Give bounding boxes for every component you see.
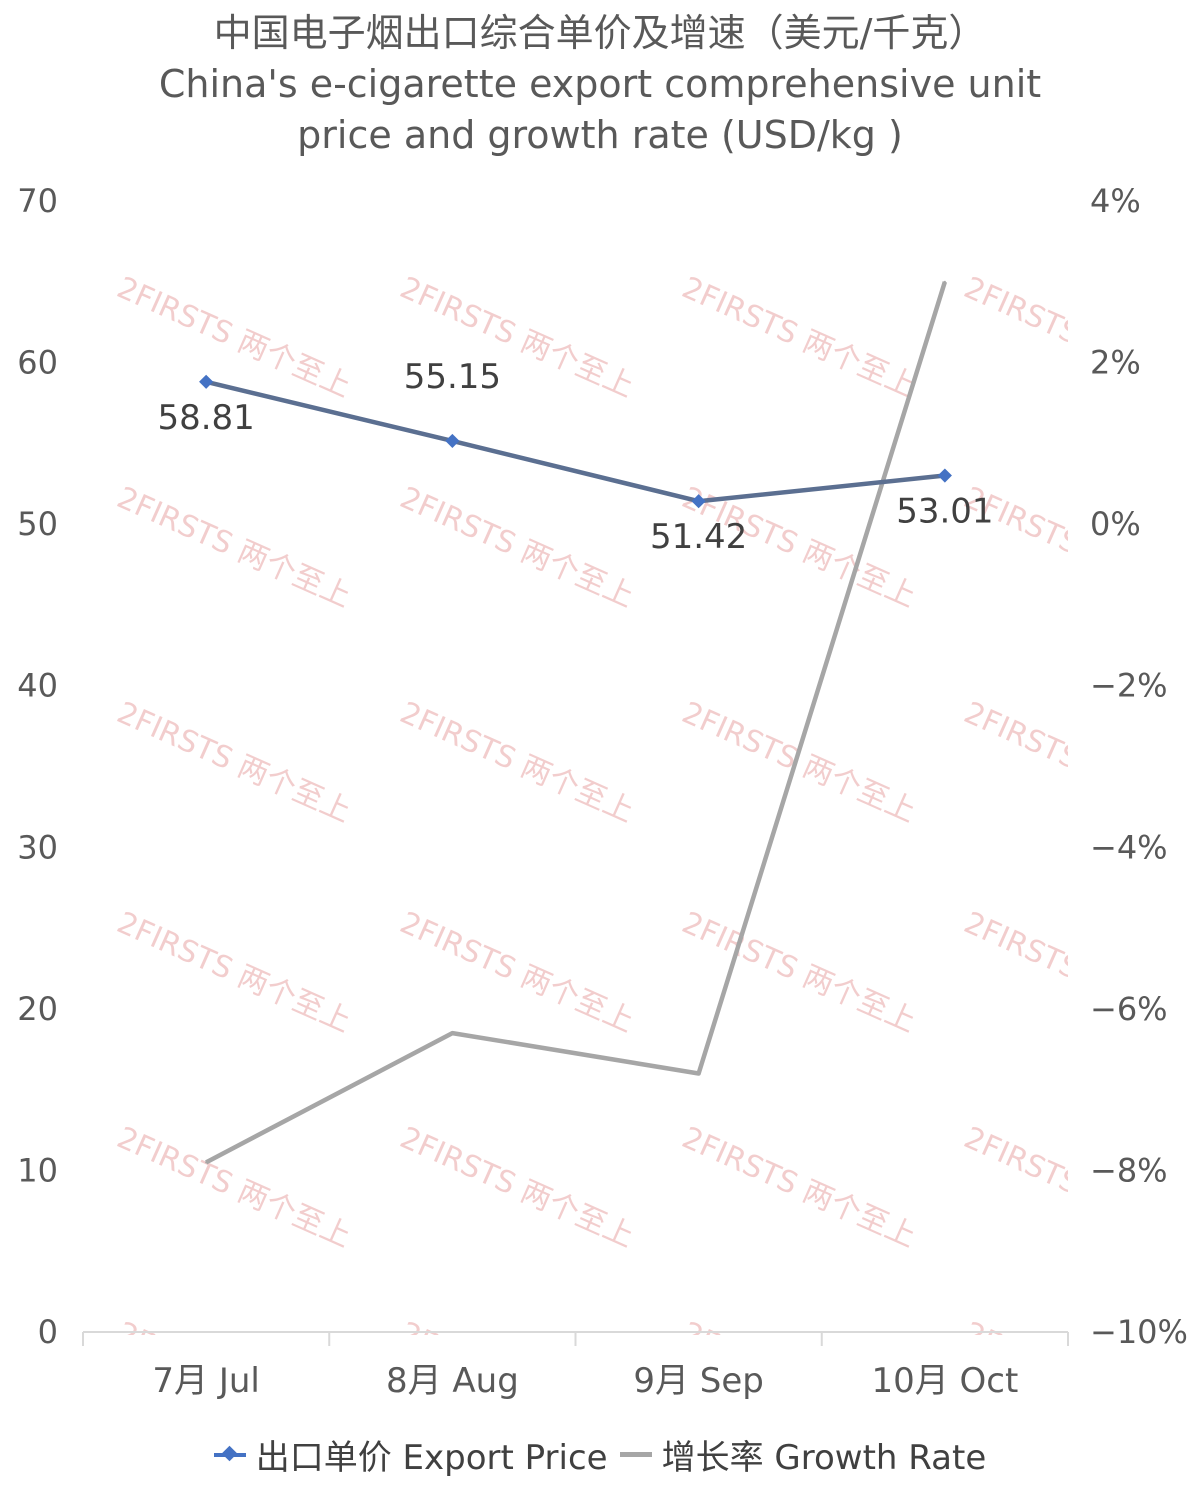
export-price-marker-2 bbox=[691, 494, 706, 509]
watermark-text-3-0: 2FIRSTS 两个至上 bbox=[112, 905, 356, 1039]
y-left-tick-label-4: 40 bbox=[17, 667, 58, 705]
y-left-tick-label-3: 30 bbox=[17, 828, 58, 866]
watermark-text-0-3: 2FIRSTS 两个至上 bbox=[959, 270, 1200, 404]
growth-rate-point-0 bbox=[205, 1161, 208, 1164]
export-price-marker-0 bbox=[199, 374, 214, 389]
y-right-tick-label-0: −10% bbox=[1090, 1313, 1188, 1351]
y-left-tick-label-0: 0 bbox=[38, 1313, 58, 1351]
y-left-tick-label-6: 60 bbox=[17, 344, 58, 382]
legend-swatch-export-price bbox=[213, 1452, 246, 1457]
chart-title-line-1: 中国电子烟出口综合单价及增速（美元/千克） bbox=[213, 11, 987, 55]
export-price-marker-3 bbox=[937, 468, 952, 483]
growth-rate-point-2 bbox=[697, 1072, 700, 1075]
watermark-text-1-1: 2FIRSTS 两个至上 bbox=[395, 480, 639, 614]
y-left-tick-label-2: 20 bbox=[17, 990, 58, 1028]
y-right-tick-label-2: −6% bbox=[1090, 990, 1168, 1028]
watermark-text-1-3: 2FIRSTS 两个至上 bbox=[959, 480, 1200, 614]
watermark-text-2-3: 2FIRSTS 两个至上 bbox=[959, 695, 1200, 829]
growth-rate-point-3 bbox=[943, 280, 946, 283]
chart-title-line-2: China's e-cigarette export comprehensive… bbox=[158, 62, 1042, 106]
legend: 出口单价 Export Price 增长率 Growth Rate bbox=[0, 1430, 1200, 1479]
legend-label-export-price: 出口单价 Export Price bbox=[255, 1438, 608, 1478]
legend-label-growth-rate: 增长率 Growth Rate bbox=[661, 1438, 987, 1478]
watermark-text-4-2: 2FIRSTS 两个至上 bbox=[677, 1120, 921, 1254]
export-price-data-label-2: 51.42 bbox=[650, 517, 747, 557]
x-tick-label-2: 9月 Sep bbox=[633, 1361, 764, 1401]
y-right-tick-label-6: 2% bbox=[1090, 344, 1141, 382]
watermark-group: 2FIRSTS 两个至上 2FIRSTS 两个至上 2FIRSTS 两个至上 2FIR… bbox=[112, 270, 1200, 1335]
chart-title-line-3: price and growth rate (USD/kg ) bbox=[297, 113, 903, 157]
watermark-text-2-0: 2FIRSTS 两个至上 bbox=[112, 695, 356, 829]
y-right-tick-label-5: 0% bbox=[1090, 505, 1141, 543]
y-left-tick-label-7: 70 bbox=[17, 182, 58, 220]
watermark-text-3-1: 2FIRSTS 两个至上 bbox=[395, 905, 639, 1039]
y-right-tick-label-1: −8% bbox=[1090, 1151, 1168, 1189]
watermark-text-4-1: 2FIRSTS 两个至上 bbox=[395, 1120, 639, 1254]
legend-item-export-price: 出口单价 Export Price bbox=[213, 1430, 608, 1479]
watermark-text-1-0: 2FIRSTS 两个至上 bbox=[112, 480, 356, 614]
y-right-tick-label-3: −4% bbox=[1090, 828, 1168, 866]
y-right-tick-label-4: −2% bbox=[1090, 667, 1168, 705]
y-left-tick-label-5: 50 bbox=[17, 505, 58, 543]
growth-rate-point-1 bbox=[451, 1032, 454, 1035]
export-price-data-label-3: 53.01 bbox=[896, 492, 993, 532]
y-right-tick-label-7: 4% bbox=[1090, 182, 1141, 220]
watermark-text-2-2: 2FIRSTS 两个至上 bbox=[677, 695, 921, 829]
legend-item-growth-rate: 增长率 Growth Rate bbox=[619, 1430, 987, 1479]
chart-title: 中国电子烟出口综合单价及增速（美元/千克） China's e-cigarett… bbox=[0, 8, 1200, 161]
x-tick-label-0: 7月 Jul bbox=[152, 1361, 259, 1401]
x-tick-label-3: 10月 Oct bbox=[871, 1361, 1018, 1401]
export-price-data-label-1: 55.15 bbox=[404, 357, 501, 397]
x-tick-label-1: 8月 Aug bbox=[386, 1361, 519, 1401]
export-price-data-label-0: 58.81 bbox=[157, 398, 254, 438]
series-line-export-price bbox=[205, 379, 946, 504]
watermark-text-0-2: 2FIRSTS 两个至上 bbox=[677, 270, 921, 404]
export-price-marker-1 bbox=[445, 433, 460, 449]
y-left-tick-label-1: 10 bbox=[17, 1151, 58, 1189]
watermark-text-0-0: 2FIRSTS 两个至上 bbox=[112, 270, 356, 404]
series-line-growth-rate bbox=[205, 281, 948, 1165]
legend-swatch-growth-rate bbox=[619, 1452, 652, 1457]
watermark-text-2-1: 2FIRSTS 两个至上 bbox=[395, 695, 639, 829]
watermark-text-4-0: 2FIRSTS 两个至上 bbox=[112, 1120, 356, 1254]
